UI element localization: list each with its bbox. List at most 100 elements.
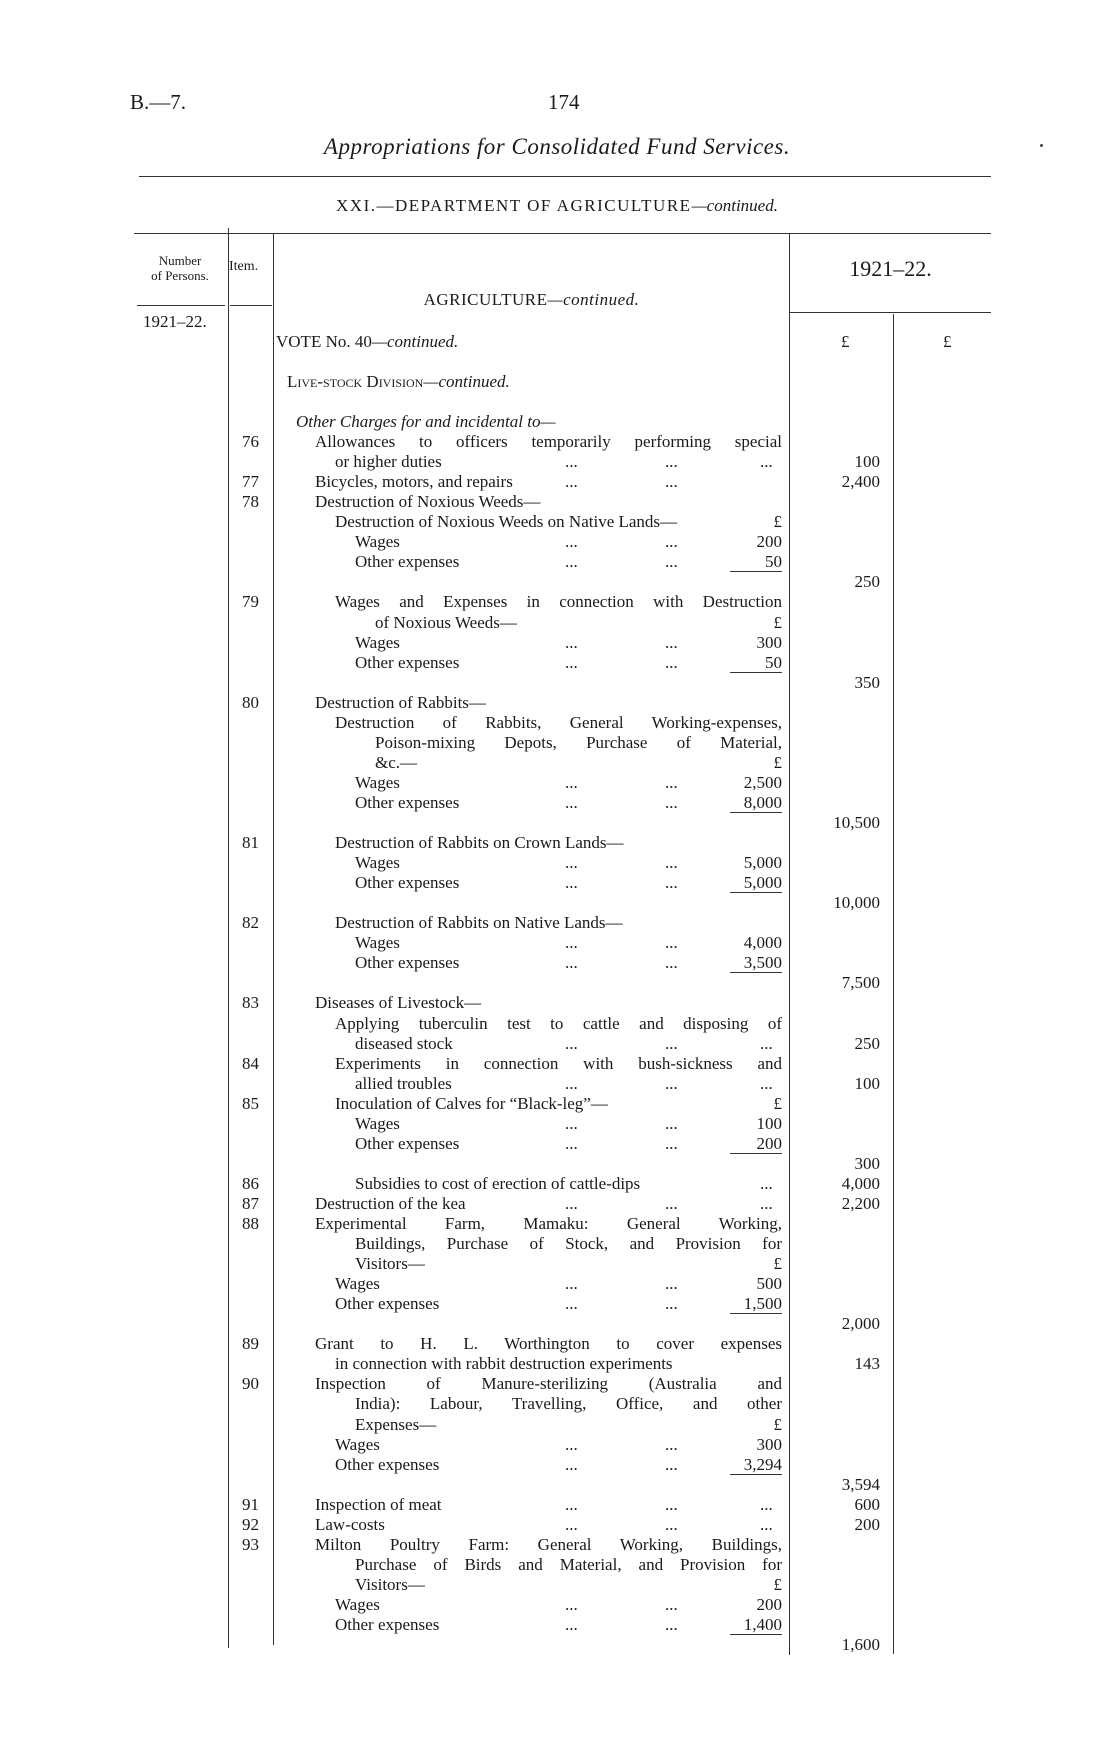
amount: 200 bbox=[854, 1514, 881, 1534]
table-row: 250 bbox=[0, 571, 1114, 592]
dot-leader: ... bbox=[565, 632, 578, 652]
row-description: Wages bbox=[355, 532, 400, 552]
sub-amount: 200 bbox=[756, 532, 783, 552]
sub-amount: 2,500 bbox=[743, 772, 782, 792]
dot-leader: ... bbox=[565, 1033, 578, 1053]
amount: 3,594 bbox=[841, 1474, 880, 1494]
dot-leader: ... bbox=[665, 452, 678, 472]
row-description: Wages bbox=[335, 1274, 380, 1294]
table-row: Purchase of Birds and Material, and Prov… bbox=[0, 1555, 1114, 1575]
sub-amount: £ bbox=[773, 1414, 783, 1434]
dot-leader: ... bbox=[565, 532, 578, 552]
dot-leader: ... bbox=[565, 1073, 578, 1093]
table-row: Other expenses...... 3,500 bbox=[0, 953, 1114, 973]
table-row: 84 Experiments in connection with bush-si… bbox=[0, 1054, 1114, 1074]
row-description: Grant to H. L. Worthington to cover expe… bbox=[315, 1334, 782, 1354]
row-description: Destruction of Rabbits— bbox=[315, 692, 486, 712]
table-row: Buildings, Purchase of Stock, and Provis… bbox=[0, 1234, 1114, 1254]
page-number: 174 bbox=[548, 90, 580, 114]
division-heading: Live-stock Division—continued. bbox=[287, 372, 510, 392]
row-description: Other expenses bbox=[335, 1294, 440, 1314]
amount: 300 bbox=[854, 1153, 881, 1173]
sub-amount: £ bbox=[773, 752, 783, 772]
row-description: Destruction of Noxious Weeds— bbox=[315, 492, 541, 512]
table-row: 80 Destruction of Rabbits— bbox=[0, 693, 1114, 713]
row-description: Other expenses bbox=[355, 1133, 460, 1153]
dot-leader: ... bbox=[665, 1274, 678, 1294]
dot-leader: ... bbox=[565, 1113, 578, 1133]
table-row: 88 Experimental Farm, Mamaku: General Wor… bbox=[0, 1214, 1114, 1234]
table-row: Other expenses...... 50 bbox=[0, 653, 1114, 673]
amount: 10,000 bbox=[833, 893, 880, 913]
subtotal-rule bbox=[730, 1634, 782, 1636]
persons-header-line-1: Number bbox=[158, 253, 202, 268]
table-row: Destruction of Noxious Weeds on Native L… bbox=[0, 512, 1114, 532]
row-description: Experimental Farm, Mamaku: General Worki… bbox=[315, 1214, 782, 1233]
row-description: Destruction of Noxious Weeds on Native L… bbox=[335, 512, 678, 532]
row-description: Inspection of meat bbox=[315, 1494, 442, 1514]
amount: 600 bbox=[854, 1494, 881, 1514]
item-number: 89 bbox=[242, 1334, 259, 1354]
row-description: Poison-mixing Depots, Purchase of Materi… bbox=[375, 732, 782, 752]
persons-header-rule bbox=[137, 305, 225, 306]
row-description: Other expenses bbox=[355, 652, 460, 672]
dot-leader: ... bbox=[665, 853, 678, 873]
vote-name: VOTE No. 40 bbox=[276, 332, 372, 351]
row-description: Inoculation of Calves for “Black-leg”— bbox=[335, 1093, 608, 1113]
item-number: 86 bbox=[242, 1173, 259, 1193]
subtotal-rule bbox=[730, 972, 782, 974]
dot-leader: ... bbox=[665, 652, 678, 672]
item-column-left-rule bbox=[228, 228, 229, 1648]
report-reference: B.—7. bbox=[130, 90, 187, 114]
section-heading: AGRICULTURE—continued. bbox=[274, 290, 789, 310]
dot-leader: ... bbox=[665, 1594, 678, 1614]
sub-amount: 100 bbox=[756, 1113, 783, 1133]
sub-amount: 8,000 bbox=[743, 792, 782, 812]
item-number: 93 bbox=[242, 1534, 259, 1554]
sub-amount: 300 bbox=[756, 1434, 783, 1454]
table-row: Wages...... 200 bbox=[0, 532, 1114, 552]
table-row: 76 Allowances to officers temporarily per… bbox=[0, 432, 1114, 452]
sub-amount: 200 bbox=[756, 1594, 783, 1614]
amount: 1,600 bbox=[841, 1635, 880, 1655]
table-row: 1,600 bbox=[0, 1634, 1114, 1655]
sub-amount: 5,000 bbox=[743, 853, 782, 873]
dot-leader: ... bbox=[565, 772, 578, 792]
table-row: Wages...... 500 bbox=[0, 1274, 1114, 1294]
row-description: India): Labour, Travelling, Office, and … bbox=[355, 1394, 782, 1414]
table-row: 89 Grant to H. L. Worthington to cover ex… bbox=[0, 1334, 1114, 1354]
row-description: Other expenses bbox=[335, 1454, 440, 1474]
dot-leader: ... bbox=[665, 1454, 678, 1474]
amount: 2,200 bbox=[841, 1193, 880, 1213]
row-description: allied troubles bbox=[355, 1073, 452, 1093]
dot-leader: ... bbox=[565, 1615, 578, 1634]
subtotal-rule bbox=[730, 812, 782, 813]
row-description: Destruction of Rabbits, General Working-… bbox=[335, 712, 782, 732]
row-description: Applying tuberculin test to cattle and d… bbox=[335, 1013, 782, 1033]
table-row: Other expenses...... 50 bbox=[0, 552, 1114, 572]
item-number: 80 bbox=[242, 692, 259, 712]
table-row: Other expenses...... 5,000 bbox=[0, 873, 1114, 893]
table-row: Visitors— £ bbox=[0, 1254, 1114, 1274]
table-row: Other expenses...... 1,500 bbox=[0, 1294, 1114, 1314]
row-description: or higher duties bbox=[335, 452, 442, 472]
dot-leader: ... bbox=[665, 1073, 678, 1093]
item-number: 92 bbox=[242, 1514, 259, 1534]
sub-amount: £ bbox=[773, 512, 783, 532]
row-description: Wages bbox=[355, 632, 400, 652]
table-row: 81 Destruction of Rabbits on Crown Lands— bbox=[0, 833, 1114, 853]
row-description: Other expenses bbox=[355, 873, 460, 893]
table-row: 91 Inspection of meat......... 600 bbox=[0, 1495, 1114, 1515]
subtotal-rule bbox=[730, 571, 782, 573]
table-row: 78 Destruction of Noxious Weeds— bbox=[0, 492, 1114, 512]
dot-leader: ... bbox=[665, 953, 678, 973]
table-row: allied troubles......... 100 bbox=[0, 1074, 1114, 1094]
table-row: 83 Diseases of Livestock— bbox=[0, 993, 1114, 1013]
row-description: Other expenses bbox=[355, 552, 460, 572]
dot-leader: ... bbox=[565, 1274, 578, 1294]
item-number: 91 bbox=[242, 1494, 259, 1514]
dot-leader: ... bbox=[565, 1133, 578, 1153]
row-description: in connection with rabbit destruction ex… bbox=[335, 1354, 673, 1374]
dot-leader: ... bbox=[760, 1173, 773, 1193]
row-description: Milton Poultry Farm: General Working, Bu… bbox=[315, 1534, 782, 1554]
